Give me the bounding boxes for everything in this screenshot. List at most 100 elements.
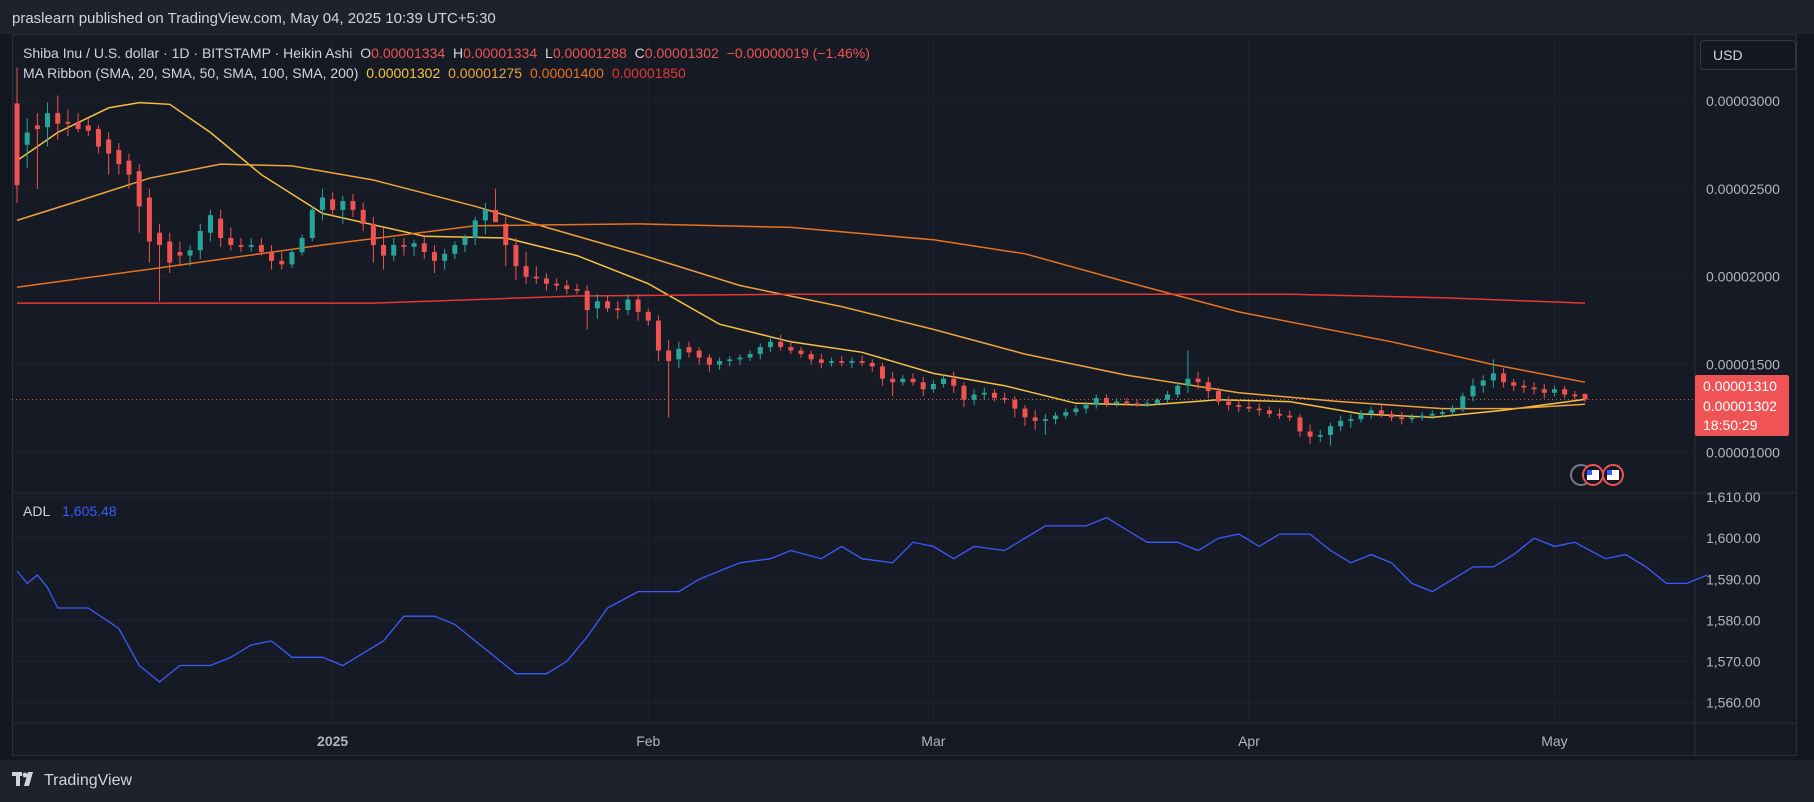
- candle-body[interactable]: [1083, 405, 1089, 409]
- candle-body[interactable]: [1297, 417, 1303, 432]
- candle-body[interactable]: [1501, 373, 1507, 383]
- candle-body[interactable]: [279, 260, 285, 265]
- candle-body[interactable]: [1572, 394, 1578, 397]
- candle-body[interactable]: [818, 359, 824, 363]
- candle-body[interactable]: [350, 201, 356, 210]
- candle-body[interactable]: [1012, 399, 1018, 409]
- candle-body[interactable]: [472, 220, 478, 238]
- candle-body[interactable]: [890, 378, 896, 383]
- candle-body[interactable]: [24, 132, 30, 145]
- candle-body[interactable]: [1429, 413, 1435, 416]
- candle-body[interactable]: [808, 354, 814, 360]
- candle-body[interactable]: [564, 285, 570, 289]
- candle-body[interactable]: [757, 347, 763, 355]
- candle-body[interactable]: [452, 245, 458, 254]
- candle-body[interactable]: [218, 218, 224, 238]
- candle-body[interactable]: [431, 252, 437, 261]
- candle-body[interactable]: [1053, 415, 1059, 420]
- candle-body[interactable]: [879, 366, 885, 379]
- candle-body[interactable]: [1338, 420, 1344, 427]
- candle-body[interactable]: [462, 238, 468, 246]
- candle-body[interactable]: [513, 245, 519, 267]
- ma-ribbon-title[interactable]: MA Ribbon (SMA, 20, SMA, 50, SMA, 100, S…: [23, 65, 359, 81]
- candle-body[interactable]: [829, 361, 835, 363]
- candle-body[interactable]: [594, 301, 600, 309]
- candle-body[interactable]: [1490, 373, 1496, 381]
- candle-body[interactable]: [1378, 410, 1384, 414]
- candle-body[interactable]: [717, 361, 723, 365]
- candle-body[interactable]: [157, 232, 163, 246]
- candle-body[interactable]: [543, 278, 549, 284]
- ma-line-sma20[interactable]: [16, 101, 1586, 419]
- candle-body[interactable]: [1073, 408, 1079, 413]
- candle-body[interactable]: [655, 320, 661, 351]
- candle-body[interactable]: [340, 201, 346, 210]
- candle-body[interactable]: [849, 361, 855, 363]
- candle-body[interactable]: [187, 250, 193, 256]
- candle-body[interactable]: [727, 359, 733, 362]
- candle-body[interactable]: [126, 160, 132, 175]
- candle-body[interactable]: [920, 382, 926, 390]
- candle-body[interactable]: [1256, 408, 1262, 411]
- candle-body[interactable]: [1409, 417, 1415, 420]
- candle-body[interactable]: [778, 341, 784, 348]
- candle-body[interactable]: [391, 245, 397, 256]
- candle-body[interactable]: [951, 378, 957, 386]
- candle-body[interactable]: [554, 283, 560, 286]
- candle-body[interactable]: [1063, 412, 1069, 416]
- candle-body[interactable]: [1521, 385, 1527, 388]
- candle-body[interactable]: [381, 245, 387, 256]
- candle-body[interactable]: [1450, 408, 1456, 413]
- candle-body[interactable]: [1185, 378, 1191, 386]
- candle-body[interactable]: [971, 394, 977, 400]
- candle-body[interactable]: [1134, 403, 1140, 406]
- candle-body[interactable]: [319, 197, 325, 210]
- candle-body[interactable]: [248, 245, 254, 247]
- candle-body[interactable]: [116, 150, 122, 165]
- candle-body[interactable]: [1399, 417, 1405, 420]
- candle-body[interactable]: [1368, 410, 1374, 414]
- candle-body[interactable]: [1327, 426, 1333, 435]
- candle-body[interactable]: [961, 385, 967, 400]
- candle-body[interactable]: [442, 253, 448, 261]
- candle-body[interactable]: [1154, 399, 1160, 404]
- candle-body[interactable]: [1562, 389, 1568, 395]
- candle-body[interactable]: [625, 299, 631, 311]
- candle-body[interactable]: [106, 139, 112, 154]
- candle-body[interactable]: [1195, 378, 1201, 383]
- candle-body[interactable]: [421, 243, 427, 253]
- candle-body[interactable]: [1215, 391, 1221, 402]
- candle-body[interactable]: [523, 266, 529, 277]
- candle-body[interactable]: [1348, 419, 1354, 421]
- candle-body[interactable]: [95, 128, 101, 147]
- candle-body[interactable]: [1226, 401, 1232, 406]
- adl-line[interactable]: [16, 516, 1708, 683]
- candle-body[interactable]: [1144, 403, 1150, 406]
- candle-body[interactable]: [1165, 394, 1171, 400]
- candle-body[interactable]: [258, 245, 264, 253]
- candle-body[interactable]: [330, 199, 336, 210]
- candle-body[interactable]: [696, 350, 702, 358]
- candle-body[interactable]: [269, 252, 275, 261]
- candle-body[interactable]: [900, 378, 906, 383]
- candle-body[interactable]: [859, 361, 865, 363]
- candle-body[interactable]: [401, 245, 407, 247]
- candle-body[interactable]: [533, 276, 539, 279]
- candle-body[interactable]: [299, 238, 305, 253]
- ma-line-sma200[interactable]: [17, 293, 1586, 304]
- candle-body[interactable]: [1266, 410, 1272, 414]
- candle-body[interactable]: [45, 113, 51, 128]
- candle-body[interactable]: [1287, 415, 1293, 418]
- candle-body[interactable]: [228, 238, 234, 246]
- candle-body[interactable]: [1531, 387, 1537, 390]
- candle-body[interactable]: [1541, 389, 1547, 393]
- candle-body[interactable]: [686, 347, 692, 353]
- candle-body[interactable]: [1317, 434, 1323, 437]
- candle-body[interactable]: [1114, 401, 1120, 404]
- candle-body[interactable]: [1205, 382, 1211, 391]
- candle-body[interactable]: [14, 103, 20, 186]
- adl-title[interactable]: ADL: [23, 503, 51, 519]
- candle-body[interactable]: [55, 113, 61, 124]
- candle-body[interactable]: [65, 121, 71, 124]
- candle-body[interactable]: [85, 125, 91, 131]
